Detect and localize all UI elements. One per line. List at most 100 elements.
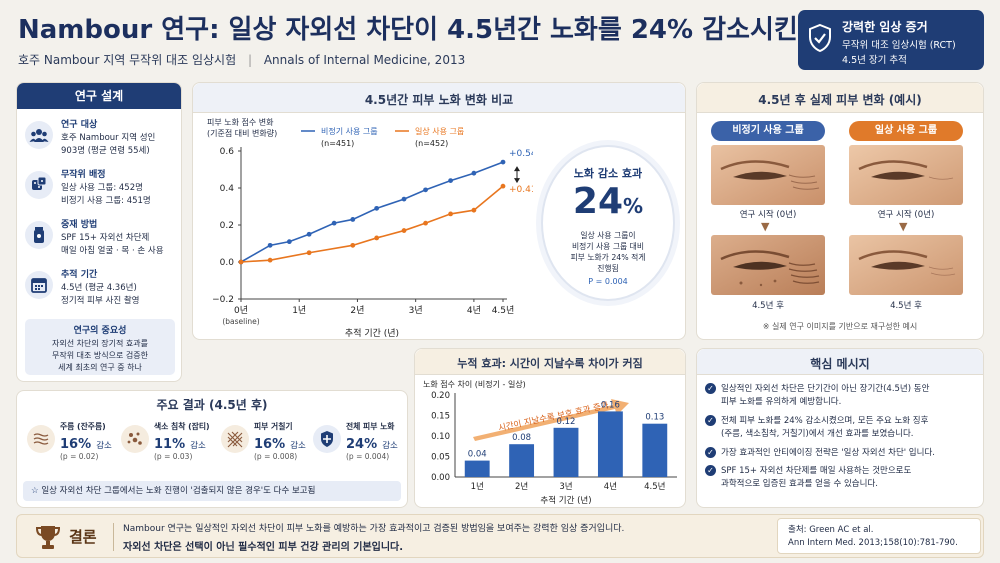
study-design-heading: 연구 설계 bbox=[17, 83, 181, 109]
key-messages-heading: 핵심 메시지 bbox=[810, 357, 870, 371]
effect-title: 노화 감소 효과 bbox=[573, 167, 643, 180]
y-tick-label: 0.20 bbox=[431, 391, 450, 401]
x-axis-label: 추적 기간 (년) bbox=[345, 327, 399, 339]
x-tick-label: 2년 bbox=[350, 305, 364, 316]
bar-chart-card: 누적 효과: 시간이 지날수록 차이가 커짐 노화 점수 차이 (비정기 - 일… bbox=[414, 348, 686, 508]
data-point bbox=[267, 257, 273, 263]
effect-number: 24 bbox=[572, 181, 624, 222]
effect-bubble: 노화 감소 효과 24% 일상 사용 그룹이 비정기 사용 그룹 대비 피부 노… bbox=[541, 145, 675, 301]
design-item-line: 일상 사용 그룹: 452명 bbox=[61, 183, 143, 193]
source-box: 출처: Green AC et al. Ann Intern Med. 2013… bbox=[777, 518, 981, 554]
legend-label: 일상 사용 그룹 bbox=[415, 126, 464, 136]
key-message-item: ✓ 전체 피부 노화를 24% 감소시켰으며, 모든 주요 노화 징후 (주름,… bbox=[705, 415, 981, 441]
caption-irregular-after: 4.5년 후 bbox=[752, 301, 784, 311]
result-percent: 16% bbox=[60, 437, 92, 452]
result-item-wrinkles: 주름 (잔주름) 16% 감소 (p = 0.02) bbox=[27, 421, 119, 467]
design-item-line: SPF 15+ 자외선 차단제 bbox=[61, 233, 150, 243]
subtitle-journal: Annals of Internal Medicine, 2013 bbox=[263, 53, 466, 67]
caption-daily-start: 연구 시작 (0년) bbox=[877, 210, 935, 220]
design-item-intervention: 중재 방법 SPF 15+ 자외선 차단제 매일 아침 얼굴 · 목 · 손 사… bbox=[25, 217, 177, 261]
source-reference: Ann Intern Med. 2013;158(10):781-790. bbox=[788, 538, 958, 548]
conclusion-bar: 결론 Nambour 연구는 일상적인 자외선 차단이 피부 노화를 예방하는 … bbox=[16, 514, 984, 558]
result-item-pigmentation: 색소 침착 (잡티) 11% 감소 (p = 0.03) bbox=[121, 421, 217, 467]
arrow-head-down bbox=[514, 178, 520, 184]
result-p: (p = 0.02) bbox=[60, 452, 99, 461]
data-point bbox=[350, 217, 356, 222]
x-axis-label: 추적 기간 (년) bbox=[540, 495, 591, 506]
photo-daily-after bbox=[849, 235, 963, 295]
result-suffix: 감소 bbox=[96, 441, 112, 451]
data-point bbox=[500, 183, 506, 189]
bar-value-label: 0.08 bbox=[512, 433, 531, 443]
result-percent: 24% bbox=[346, 437, 378, 452]
x-tick-label: 2년 bbox=[515, 481, 528, 492]
result-value: 16% 감소 bbox=[254, 433, 306, 452]
result-suffix: 감소 bbox=[382, 441, 398, 451]
result-name: 피부 거칠기 bbox=[254, 422, 293, 431]
data-point bbox=[306, 250, 312, 256]
shield-check-icon bbox=[809, 23, 831, 53]
evidence-badge-title: 강력한 임상 증거 bbox=[842, 20, 928, 34]
group-label-irregular: 비정기 사용 그룹 bbox=[711, 121, 825, 141]
bar-value-label: 0.13 bbox=[645, 413, 664, 423]
x-tick-label: 4.5년 bbox=[492, 305, 515, 316]
bar-chart: 노화 점수 차이 (비정기 - 일상)0.200.150.100.050.00시… bbox=[423, 379, 677, 506]
data-point bbox=[471, 207, 477, 213]
data-point bbox=[448, 178, 453, 183]
data-point bbox=[423, 220, 428, 226]
check-circle-icon: ✓ bbox=[705, 415, 716, 426]
data-point bbox=[401, 196, 407, 202]
x-tick-label: 1년 bbox=[292, 305, 306, 316]
key-results-card: 주요 결과 (4.5년 후) 주름 (잔주름) 16% 감소 (p = 0.02… bbox=[16, 390, 408, 508]
result-name: 전체 피부 노화 bbox=[346, 422, 395, 431]
design-item-line: 매일 아침 얼굴 · 목 · 손 사용 bbox=[61, 246, 164, 256]
photos-footnote: ※ 실제 연구 이미지를 기반으로 재구성한 예시 bbox=[762, 322, 918, 331]
importance-box: 연구의 중요성 자외선 차단의 장기적 효과를 무작위 대조 방식으로 검증한 … bbox=[25, 319, 175, 375]
key-message-item: ✓ 가장 효과적인 안티에이징 전략은 '일상 자외선 차단' 입니다. bbox=[705, 447, 981, 460]
data-point bbox=[286, 239, 292, 245]
arrow-down-icon: ▼ bbox=[761, 220, 770, 233]
design-item-line: 4.5년 (평균 4.36년) bbox=[61, 283, 137, 293]
effect-line: 일상 사용 그룹이 bbox=[580, 231, 636, 240]
y-tick-label: 0.6 bbox=[220, 147, 235, 157]
photos-card: 4.5년 후 실제 피부 변화 (예시) 비정기 사용 그룹 일상 사용 그룹 … bbox=[696, 82, 984, 340]
legend-n: (n=452) bbox=[415, 139, 448, 148]
result-item-overall: 전체 피부 노화 24% 감소 (p = 0.004) bbox=[313, 421, 405, 467]
key-results-heading: 주요 결과 (4.5년 후) bbox=[156, 398, 268, 412]
line-chart-card: 4.5년간 피부 노화 변화 비교 피부 노화 점수 변화 (기준점 대비 변화… bbox=[192, 82, 686, 340]
bar bbox=[553, 427, 579, 477]
calendar-icon bbox=[25, 271, 53, 299]
legend-label: 비정기 사용 그룹 bbox=[321, 126, 378, 136]
results-note: ☆ 일상 자외선 차단 그룹에서는 노화 진행이 '검출되지 않은 경우'도 다… bbox=[23, 481, 401, 501]
effect-line: 피부 노화가 24% 적게 bbox=[570, 253, 646, 262]
data-point bbox=[448, 211, 453, 217]
result-p: (p = 0.004) bbox=[346, 452, 390, 461]
check-circle-icon: ✓ bbox=[705, 447, 716, 458]
x-tick-label: 4.5년 bbox=[644, 481, 665, 492]
result-value: 16% 감소 bbox=[60, 433, 112, 452]
line-chart-title-bar bbox=[193, 83, 685, 113]
end-label-irregular: +0.54 bbox=[509, 149, 533, 159]
key-message-line: 과학적으로 입증된 효과를 얻을 수 있습니다. bbox=[721, 479, 878, 489]
evidence-badge-line2: 4.5년 장기 추적 bbox=[842, 55, 907, 66]
x-tick-label: 3년 bbox=[409, 305, 423, 316]
result-percent: 11% bbox=[154, 437, 186, 452]
design-item-title: 추적 기간 bbox=[61, 270, 98, 280]
line-chart: 0.6 0.4 0.2 0.0 −0.20년 1년 2년 3년 4년 4.5년 (baseline)… bbox=[212, 126, 533, 339]
photo-daily-start bbox=[849, 145, 963, 205]
data-point bbox=[350, 242, 356, 248]
result-value: 24% 감소 bbox=[346, 433, 398, 452]
photos-heading: 4.5년 후 실제 피부 변화 (예시) bbox=[758, 93, 922, 107]
dice-icon bbox=[25, 171, 53, 199]
design-item-line: 비정기 사용 그룹: 451명 bbox=[61, 196, 151, 206]
y-tick-label: 0.0 bbox=[220, 258, 235, 268]
conclusion-line2: 자외선 차단은 선택이 아닌 필수적인 피부 건강 관리의 기본입니다. bbox=[123, 542, 404, 553]
key-message-item: ✓ 일상적인 자외선 차단은 단기간이 아닌 장기간(4.5년) 동안 피부 노… bbox=[705, 383, 981, 409]
results-note-text: 일상 자외선 차단 그룹에서는 노화 진행이 '검출되지 않은 경우'도 다수 … bbox=[41, 486, 316, 496]
series-line-irregular bbox=[240, 161, 504, 263]
data-point bbox=[401, 228, 407, 233]
trend-arrow bbox=[473, 399, 629, 441]
x-tick-label: 0년 bbox=[234, 305, 248, 316]
x-tick-label: 4년 bbox=[467, 305, 481, 316]
data-point bbox=[267, 242, 273, 248]
